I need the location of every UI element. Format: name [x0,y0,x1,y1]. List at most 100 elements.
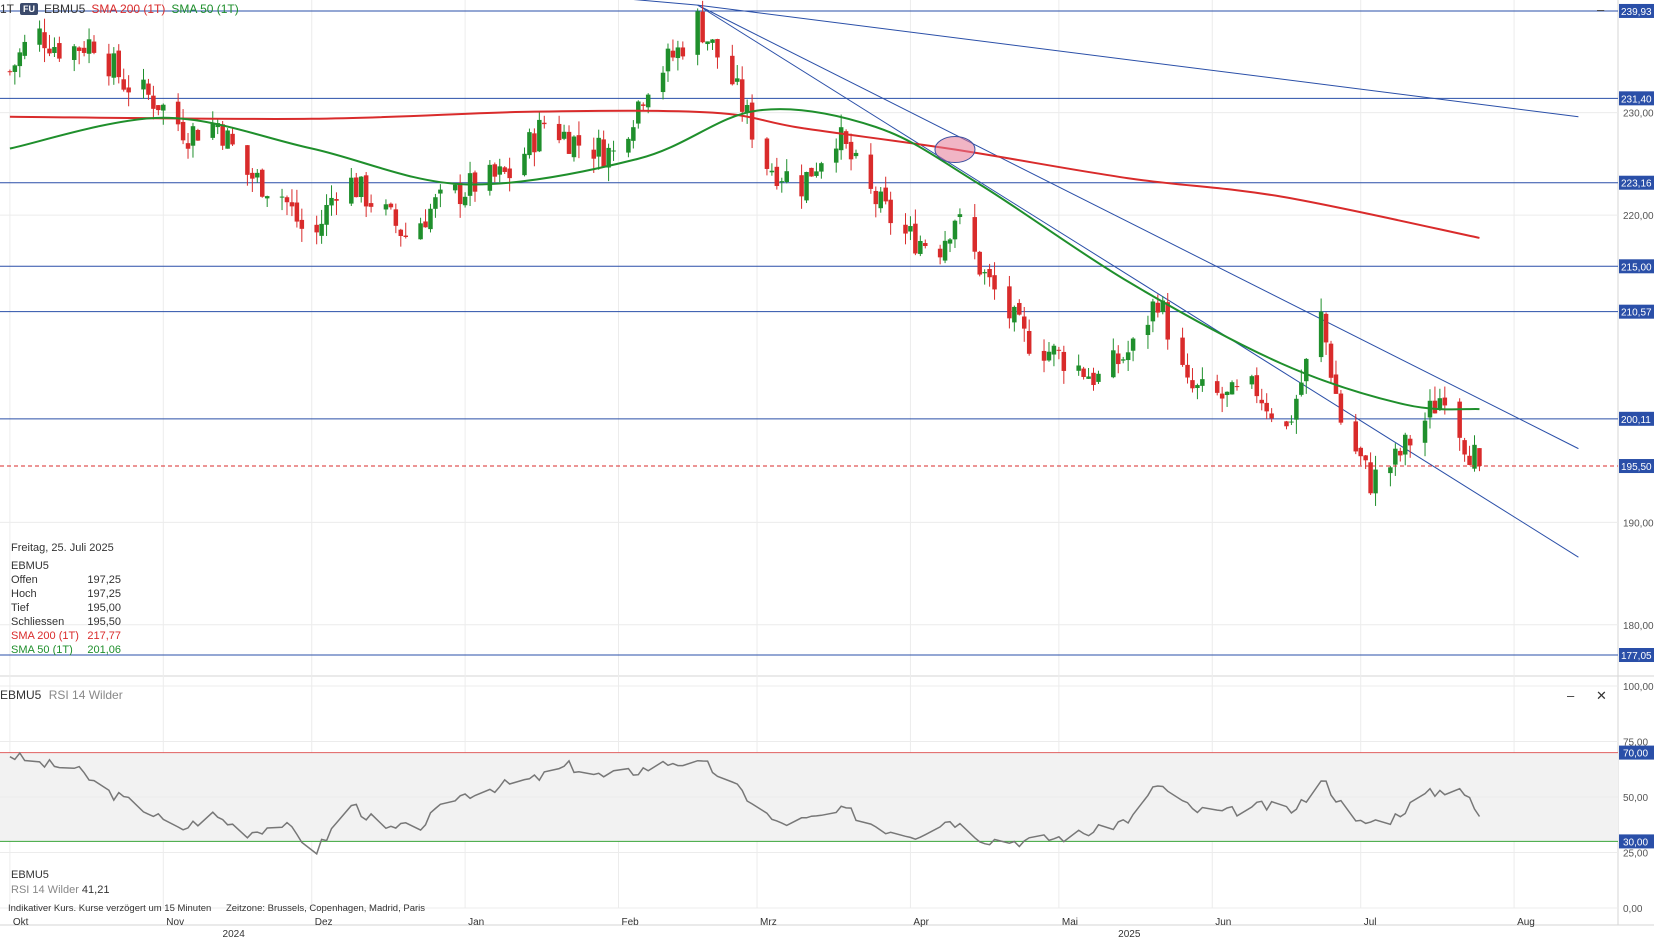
price-tick-label: 230,00 [1623,109,1654,120]
candle-body [1046,351,1052,361]
info-row-open: Offen 197,25 [11,574,121,586]
rsi-info-symbol: EBMU5 [11,869,49,881]
candle-body [1422,420,1428,443]
info-row-high: Hoch 197,25 [11,588,121,600]
candle-body [1432,400,1438,414]
level-label-box [1619,175,1654,190]
price-tick-label: 190,00 [1623,518,1654,529]
candle-body [908,226,913,232]
candle-body [1353,421,1359,452]
candle-body [472,172,478,192]
x-tick-label: Mai [1062,917,1078,928]
candle-body [354,177,359,198]
delay-note: Indikativer Kurs. Kurse verzögert um 15 … [8,903,212,914]
rsi-tick-label: 100,00 [1623,682,1654,693]
candle-body [1393,448,1398,465]
candle-body [532,133,537,153]
x-tick-label: Aug [1517,917,1535,928]
candle-body [947,239,953,244]
candle-body [1234,386,1240,388]
candle-body [675,47,681,59]
candle-body [611,150,616,152]
candle-body [368,203,374,207]
candle-body [1269,413,1274,419]
candle-body [1041,350,1047,361]
rsi-symbol-label[interactable]: EBMU5 [0,688,42,702]
x-tick-label: Feb [622,917,640,928]
candle-body [492,164,498,177]
level-label: 231,40 [1621,94,1652,105]
candle-body [636,101,641,124]
candle-body [428,208,433,230]
candle-body [52,47,57,53]
candle-body [1338,393,1344,423]
candle-body [438,189,443,194]
level-label-box [1619,304,1654,319]
timeframe-label[interactable]: 1T [0,2,15,16]
trend-line [633,0,698,6]
rsi-indicator-label[interactable]: RSI 14 Wilder [48,688,123,702]
candle-body [1017,302,1022,315]
price-panel-minimize-button[interactable]: – [1597,2,1605,17]
rsi-info-value-row: RSI 14 Wilder 41,21 [11,884,110,896]
candle-body [695,11,700,55]
candle-body [393,209,399,226]
candle-body [537,119,542,152]
candle-body [1318,311,1324,358]
last-price-label-box [1619,459,1654,474]
candle-body [175,101,181,125]
instrument-badge: FU [20,3,39,15]
candle-body [190,126,196,146]
rsi-line [9,751,1481,856]
candle-body [151,95,156,109]
candle-body [264,196,270,199]
candle-body [289,202,295,207]
candle-body [507,168,512,179]
candle-body [784,171,789,183]
candle-body [799,175,804,197]
level-label-box [1619,411,1654,426]
last-price-label: 195,50 [1621,462,1652,473]
candle-body [1407,438,1413,446]
candle-body [156,105,161,111]
candle-body [225,130,230,149]
x-tick-label: Mrz [760,917,777,928]
rsi-tick-label: 0,00 [1623,904,1643,915]
candle-body [502,167,507,172]
candle-body [230,133,235,145]
candle-body [804,171,809,201]
candle-body [1294,398,1299,420]
candle-body [640,104,646,106]
candle-body [764,138,770,169]
candle-body [982,272,987,274]
symbol-label[interactable]: EBMU5 [44,2,86,16]
candle-body [116,50,122,78]
candle-body [1061,351,1067,371]
candle-body [1219,393,1225,399]
candle-body [1467,455,1472,465]
candle-body [710,39,715,43]
candle-body [680,47,686,57]
sma200-legend[interactable]: SMA 200 (1T) [91,2,166,16]
info-row-sma200: SMA 200 (1T) 217,77 [11,630,121,642]
candle-body [749,102,755,140]
rsi-panel-minimize-button[interactable]: – [1567,688,1575,703]
candle-body [358,176,364,198]
candle-body [161,104,166,111]
info-row-low: Tief 195,00 [11,602,121,614]
trend-line [697,4,1579,558]
sma200-line [9,109,1480,239]
candle-body [843,131,849,145]
candle-body [1328,343,1334,378]
candle-body [1096,373,1101,382]
sma50-legend[interactable]: SMA 50 (1T) [171,2,239,16]
rsi-tick-label: 75,00 [1623,738,1648,749]
candle-body [848,141,854,160]
candle-body [418,223,423,240]
candle-body [556,123,562,141]
candle-body [730,55,735,85]
candle-body [1125,352,1131,361]
candle-body [774,166,780,186]
candle-body [180,121,186,141]
rsi-panel-close-button[interactable]: ✕ [1596,688,1607,703]
